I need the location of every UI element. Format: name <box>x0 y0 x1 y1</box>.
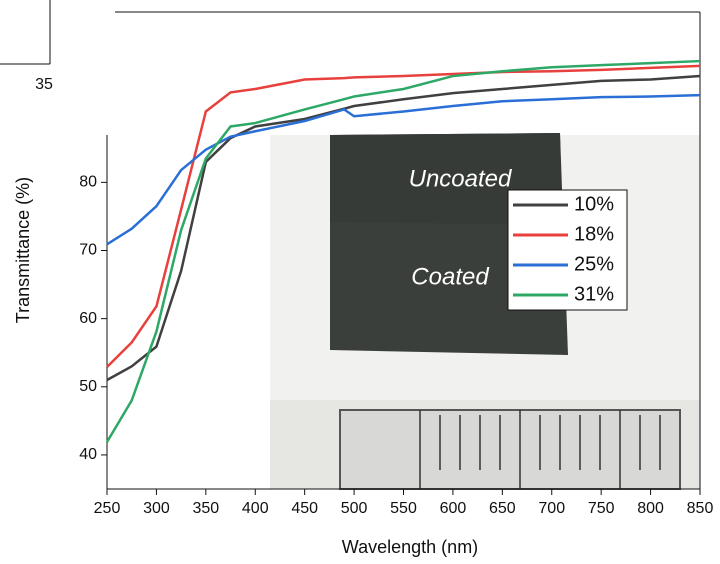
x-axis-label: Wavelength (nm) <box>342 537 478 557</box>
inset-photo <box>270 133 700 490</box>
legend-label: 25% <box>574 253 614 275</box>
line-series <box>105 59 701 443</box>
x-tick-label: 850 <box>687 500 714 517</box>
x-tick-label: 650 <box>489 500 516 517</box>
x-tick-label: 550 <box>390 500 417 517</box>
x-tick-label: 750 <box>588 500 615 517</box>
annotation: Coated <box>411 263 489 290</box>
legend-box <box>507 189 628 311</box>
legend-label: 31% <box>574 283 614 305</box>
y-tick-label: 50 <box>79 378 97 395</box>
line-series <box>106 64 701 368</box>
y-tick-label: 40 <box>79 446 97 463</box>
legend-label: 18% <box>574 223 614 245</box>
y-tick-label: 60 <box>79 310 97 327</box>
y-tick-label: 70 <box>79 242 97 259</box>
x-tick-label: 700 <box>538 500 565 517</box>
annotation: 35 <box>35 76 53 93</box>
x-tick-label: 500 <box>341 500 368 517</box>
x-tick-label: 600 <box>440 500 467 517</box>
x-tick-label: 400 <box>242 500 269 517</box>
x-tick-label: 800 <box>637 500 664 517</box>
x-tick-label: 450 <box>291 500 318 517</box>
x-tick-label: 350 <box>192 500 219 517</box>
x-tick-label: 250 <box>94 500 121 517</box>
annotation: Uncoated <box>409 165 512 192</box>
y-axis-label: Transmittance (%) <box>13 177 33 323</box>
x-tick-label: 300 <box>143 500 170 517</box>
legend-label: 10% <box>574 193 614 215</box>
line-series <box>106 93 701 246</box>
y-tick-label: 80 <box>79 174 97 191</box>
